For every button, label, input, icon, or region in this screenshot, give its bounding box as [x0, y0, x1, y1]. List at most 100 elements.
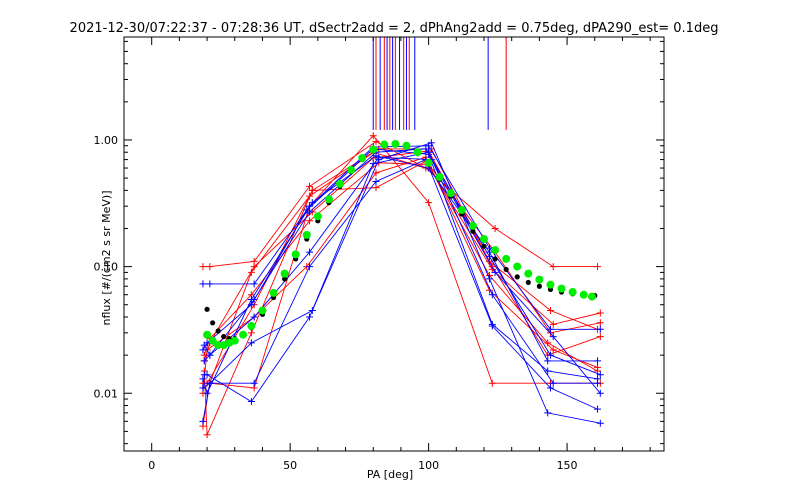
black-curve-point [215, 328, 221, 334]
blue-point [546, 351, 554, 359]
x-tick-label: 150 [557, 459, 578, 472]
blue-point [369, 160, 377, 168]
green-curve [203, 139, 596, 350]
red-point [199, 263, 207, 271]
green-curve-point [214, 341, 223, 350]
blue-point [549, 333, 557, 341]
blue-point [594, 375, 602, 383]
blue-point [422, 145, 430, 153]
black-curve-point [514, 274, 520, 280]
blue-point [549, 379, 557, 387]
green-curve-point [435, 172, 444, 181]
green-curve-point [446, 189, 455, 198]
green-curve-point [502, 254, 511, 263]
green-curve-point [269, 288, 278, 297]
black-curve-point [470, 228, 476, 234]
green-curve-point [557, 284, 566, 293]
blue-point [206, 280, 214, 288]
vertical-markers [372, 37, 507, 130]
blue-point [303, 206, 311, 214]
blue-point [306, 313, 314, 321]
blue-point [594, 357, 602, 365]
red-point [594, 263, 602, 271]
blue-point [200, 357, 208, 365]
green-curve-point [535, 275, 544, 284]
axes: 0 50 100 150 0.01 0.10 1.00 [94, 36, 665, 472]
black-curve-point [210, 320, 216, 326]
blue-point [372, 152, 380, 160]
blue-point [596, 389, 604, 397]
blue-point [491, 268, 499, 276]
green-curve-point [424, 158, 433, 167]
blue-point [488, 320, 496, 328]
blue-point [546, 384, 554, 392]
blue-point [372, 177, 380, 185]
y-tick-label: 0.10 [94, 261, 119, 274]
blue-point [308, 307, 316, 315]
blue-point [250, 313, 258, 321]
red-point [596, 309, 604, 317]
model-curves [203, 139, 598, 350]
red-point [372, 169, 380, 177]
blue-series [199, 152, 602, 397]
x-tick-label: 50 [283, 459, 297, 472]
blue-point [596, 419, 604, 427]
black-curve-point [221, 334, 227, 340]
blue-point [596, 325, 604, 333]
red-point [369, 132, 377, 140]
black-curve-point [204, 306, 210, 312]
green-curve-point [491, 246, 500, 255]
red-point [206, 263, 214, 271]
y-tick-label: 1.00 [94, 134, 119, 147]
green-curve-point [203, 330, 212, 339]
blue-point [306, 248, 314, 256]
red-point [549, 320, 557, 328]
blue-point [203, 389, 211, 397]
blue-point [544, 367, 552, 375]
red-point [425, 199, 433, 207]
green-curve-point [347, 165, 356, 174]
red-point [549, 263, 557, 271]
red-point [596, 333, 604, 341]
red-point [308, 186, 316, 194]
green-curve-point [247, 321, 256, 330]
chart-title: 2021-12-30/07:22:37 - 07:28:36 UT, dSect… [70, 21, 719, 36]
green-curve-point [358, 154, 367, 163]
black-curve-point [492, 256, 498, 262]
green-curve-point [402, 141, 411, 150]
green-curve-point [302, 230, 311, 239]
green-curve-point [336, 179, 344, 188]
red-point [488, 379, 496, 387]
green-curve-point [380, 140, 389, 149]
green-curve-point [480, 235, 488, 244]
blue-point [199, 346, 207, 354]
green-curve-point [513, 262, 522, 271]
green-curve-point [313, 212, 322, 221]
blue-point [247, 295, 255, 303]
green-curve-point [579, 290, 588, 299]
green-curve-point [230, 336, 239, 345]
black-curve-point [536, 283, 542, 289]
green-curve-point [291, 250, 300, 259]
blue-point [199, 417, 207, 425]
red-point [549, 346, 557, 354]
blue-point [247, 398, 255, 406]
blue-point [199, 375, 207, 383]
blue-point [596, 371, 604, 379]
blue-point [308, 199, 316, 207]
green-curve-point [524, 269, 533, 278]
blue-point [546, 325, 554, 333]
red-point [247, 268, 255, 276]
x-axis-label: PA [deg] [367, 468, 413, 481]
green-curve-point [324, 195, 333, 204]
blue-point [486, 275, 494, 283]
blue-point [427, 139, 435, 147]
blue-point [594, 405, 602, 413]
red-point [203, 431, 211, 439]
blue-point [206, 351, 214, 359]
blue-point [250, 379, 258, 387]
green-curve-point [258, 306, 267, 315]
green-curve-point [391, 139, 400, 148]
x-tick-label: 100 [418, 459, 439, 472]
